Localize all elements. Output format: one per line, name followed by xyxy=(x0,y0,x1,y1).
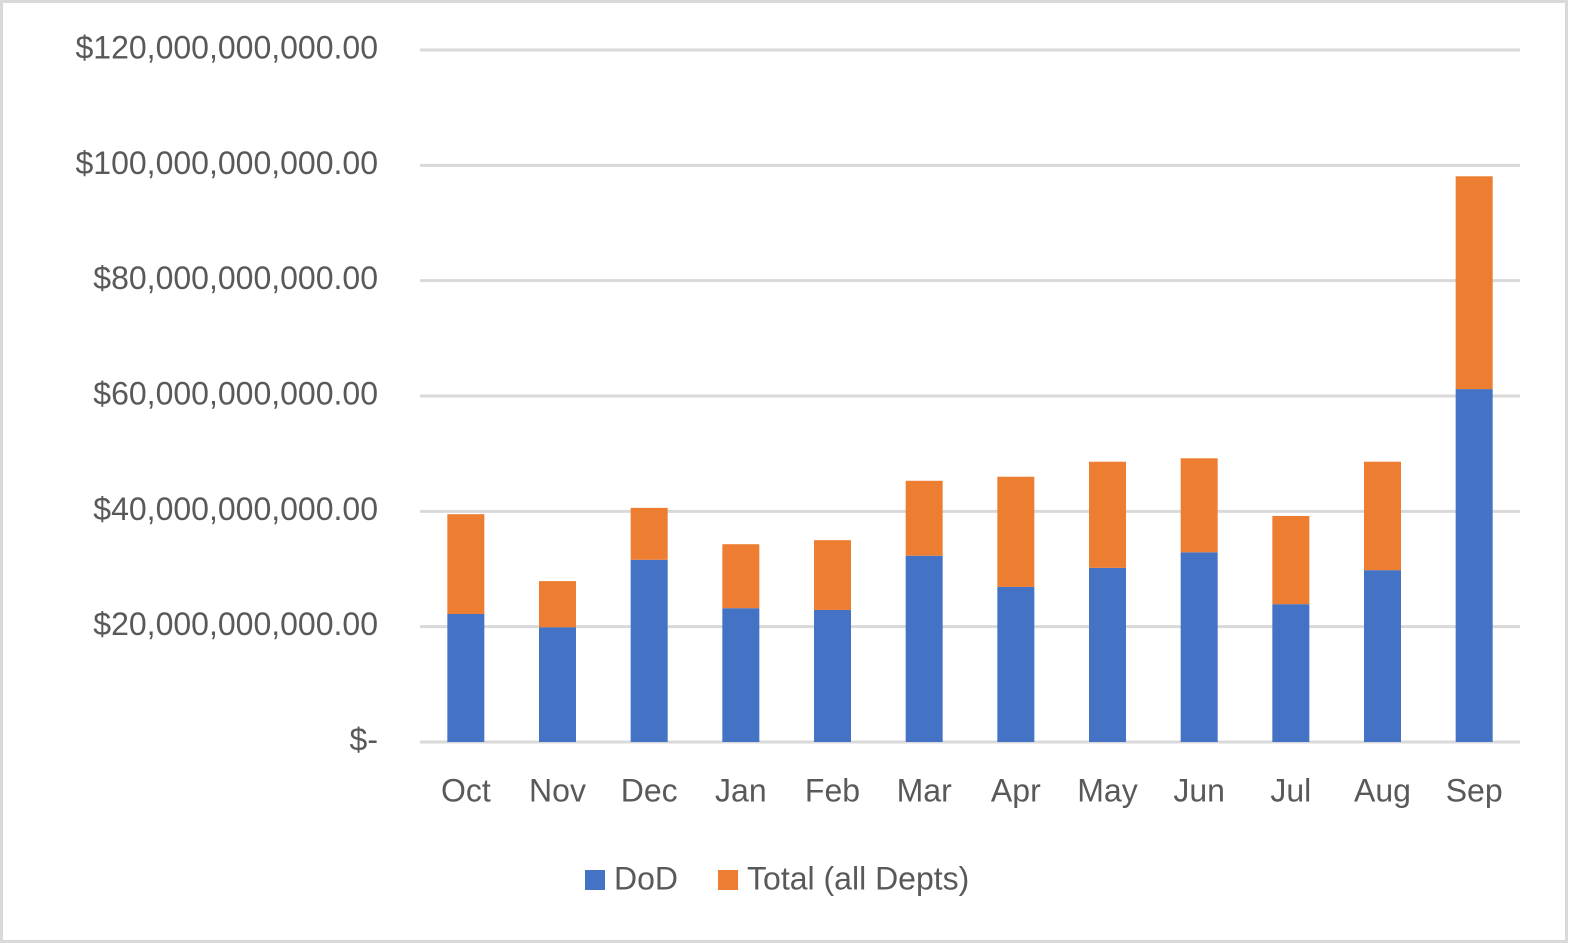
bar-segment xyxy=(997,586,1035,742)
bar-segment xyxy=(814,540,851,610)
x-tick-label: Jan xyxy=(715,772,767,808)
bar-segment xyxy=(447,514,485,614)
bar-segment xyxy=(1272,515,1310,605)
y-tick-label: $60,000,000,000.00 xyxy=(93,375,378,411)
x-tick-label: Apr xyxy=(991,772,1041,808)
x-tick-label: Dec xyxy=(621,772,678,808)
bar-segment xyxy=(1455,389,1493,742)
x-tick-label: Jun xyxy=(1173,772,1225,808)
y-tick-label: $80,000,000,000.00 xyxy=(93,260,378,296)
y-tick-label: $40,000,000,000.00 xyxy=(93,491,378,527)
x-tick-label: Sep xyxy=(1446,772,1503,808)
y-tick-label: $- xyxy=(350,721,378,757)
bar-segment xyxy=(1089,461,1126,568)
y-tick-label: $20,000,000,000.00 xyxy=(93,606,378,642)
x-tick-label: Mar xyxy=(897,772,952,808)
x-tick-label: Feb xyxy=(805,772,860,808)
bar-segment xyxy=(1180,458,1218,553)
y-tick-label: $120,000,000,000.00 xyxy=(75,29,378,65)
bar-segment xyxy=(447,613,485,742)
bar-segment xyxy=(997,476,1035,587)
bar-segment xyxy=(1180,552,1218,742)
bar-segment xyxy=(539,581,576,628)
x-tick-label: Jul xyxy=(1270,772,1311,808)
x-tick-label: Nov xyxy=(529,772,586,808)
legend-swatch xyxy=(585,870,605,890)
bar-segment xyxy=(1272,604,1310,742)
bar-segment xyxy=(1455,176,1493,390)
legend-label: DoD xyxy=(614,860,678,896)
bar-segment xyxy=(814,609,851,742)
bar-segment xyxy=(722,608,760,742)
bar-segment xyxy=(905,555,943,742)
x-tick-label: May xyxy=(1077,772,1137,808)
bar-segment xyxy=(1364,570,1401,742)
x-tick-label: Aug xyxy=(1354,772,1411,808)
legend-label: Total (all Depts) xyxy=(747,860,969,896)
bar-segment xyxy=(630,507,668,560)
x-tick-label: Oct xyxy=(441,772,491,808)
bar-segment xyxy=(905,480,943,556)
bar-segment xyxy=(722,544,760,609)
legend-swatch xyxy=(718,870,739,890)
bar-segment xyxy=(1089,567,1126,742)
bar-segment xyxy=(1364,461,1401,571)
bar-segment xyxy=(630,559,668,742)
bar-segment xyxy=(539,627,576,742)
y-tick-label: $100,000,000,000.00 xyxy=(75,145,378,181)
